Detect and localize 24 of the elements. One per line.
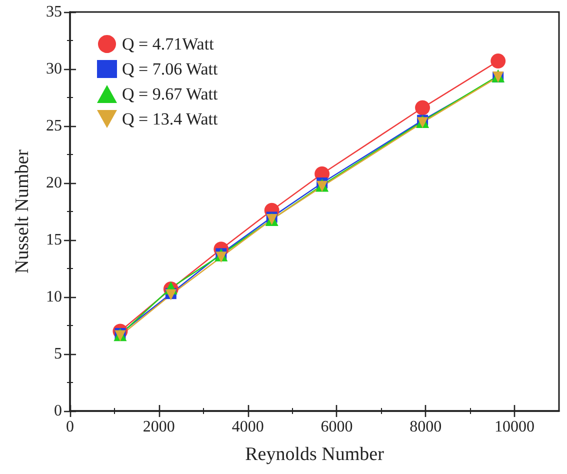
legend-label: Q = 4.71Watt [122, 34, 214, 54]
y-tick-label: 35 [46, 4, 62, 20]
y-tick-label: 15 [46, 232, 62, 248]
y-tick-label: 25 [46, 118, 62, 134]
legend-label: Q = 9.67 Watt [122, 84, 218, 104]
x-tick-label: 10000 [494, 418, 535, 436]
point [490, 54, 506, 69]
x-tick-label: 6000 [320, 418, 353, 436]
y-tick-label: 5 [54, 346, 62, 362]
point [417, 117, 428, 128]
x-tick-label: 2000 [142, 418, 175, 436]
point [415, 100, 430, 116]
x-tick-label: 8000 [410, 418, 442, 436]
y-tick-label: 0 [54, 402, 62, 420]
x-tick-label: 0 [66, 418, 74, 436]
x-tick-label: 4000 [232, 418, 264, 436]
legend-label: Q = 7.06 Watt [122, 60, 218, 78]
y-tick-label: 30 [46, 60, 62, 78]
y-axis-title: Nusselt Number [12, 148, 33, 274]
point [216, 252, 227, 263]
x-axis-title: Reynolds Number [245, 444, 385, 465]
y-tick-label: 10 [46, 288, 62, 306]
y-tick-label: 20 [46, 174, 62, 192]
legend-label: Q = 13.4 Watt [122, 110, 218, 128]
